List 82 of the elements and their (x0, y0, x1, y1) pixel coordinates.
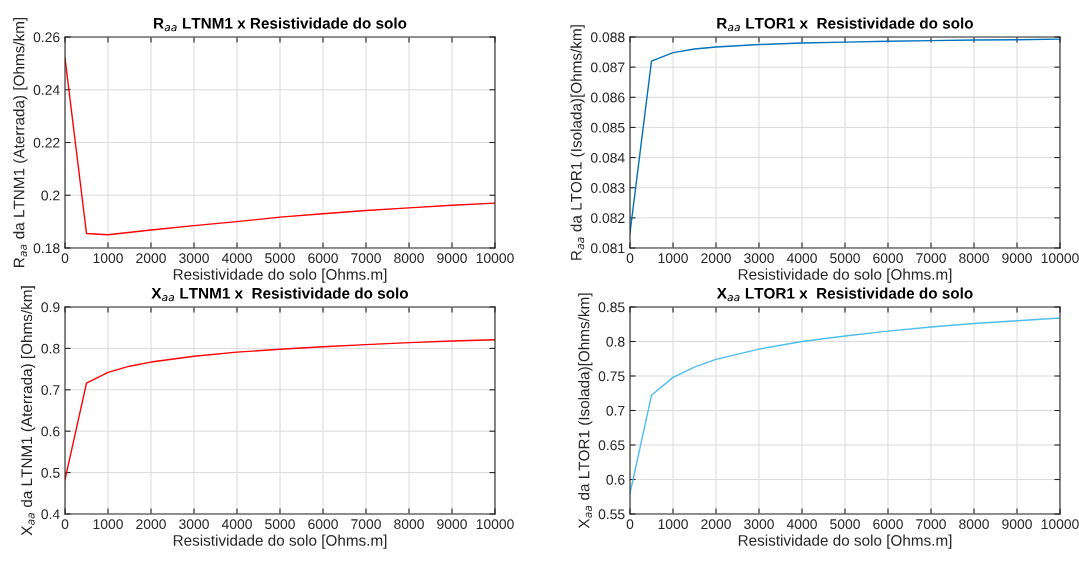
x-tick-label: 8000 (394, 253, 424, 264)
x-tick-label: 4000 (221, 253, 252, 264)
y-tick-label: 0.083 (590, 183, 625, 193)
x-tick-label: 9000 (1002, 253, 1032, 264)
x-tick-label: 8000 (959, 519, 989, 530)
x-tick-label: 9000 (1002, 519, 1032, 530)
x-tick-label: 2000 (701, 253, 731, 264)
y-tick-label: 0.5 (41, 467, 60, 478)
y-tick-label: 0.084 (590, 152, 625, 163)
y-tick-label: 0.7 (41, 385, 60, 395)
y-axis-title: X$_{aa}$ da LTOR1 (Isolada)[Ohms/km] (578, 293, 593, 529)
chart-title: R$_{aa}$ LTNM1 x Resistividade do solo (154, 17, 407, 32)
y-tick-label: 0.85 (598, 302, 625, 313)
y-axis-title: X$_{aa}$ da LTNM1 (Aterrada) [Ohms/km] (20, 286, 36, 536)
x-axis-title: Resistividade do solo [Ohms.m] (738, 534, 952, 549)
chart-title: X$_{aa}$ LTNM1 x Resistividade do solo (151, 287, 408, 302)
x-tick-label: 4000 (786, 253, 817, 264)
x-tick-label: 3000 (744, 519, 774, 530)
x-tick-label: 1000 (658, 253, 688, 264)
y-tick-label: 0.082 (590, 213, 625, 224)
y-tick-label: 0.18 (33, 243, 60, 254)
x-tick-label: 0 (626, 519, 634, 530)
x-tick-label: 8000 (959, 253, 989, 264)
y-tick-label: 0.081 (590, 243, 625, 254)
y-tick-label: 0.75 (598, 371, 625, 382)
x-tick-label: 4000 (786, 519, 817, 530)
x-tick-label: 0 (61, 519, 69, 530)
x-tick-label: 2000 (136, 519, 166, 530)
y-tick-label: 0.65 (598, 440, 625, 451)
y-tick-label: 0.7 (606, 405, 625, 416)
x-tick-label: 0 (61, 253, 69, 264)
y-tick-label: 0.085 (590, 122, 625, 133)
x-tick-label: 5000 (830, 519, 860, 530)
x-tick-label: 4000 (221, 519, 252, 530)
x-tick-label: 1000 (93, 519, 123, 530)
y-tick-label: 0.4 (41, 509, 60, 520)
y-tick-label: 0.24 (33, 85, 60, 95)
x-tick-label: 10000 (476, 519, 514, 530)
x-tick-label: 5000 (265, 253, 295, 264)
y-tick-label: 0.6 (606, 474, 625, 485)
y-axis-title: R$_{aa}$ da LTNM1 (Aterrada) [Ohms/km] (13, 17, 28, 267)
y-tick-label: 0.8 (606, 336, 625, 347)
x-tick-label: 7000 (351, 519, 381, 530)
x-tick-label: 9000 (437, 253, 467, 264)
y-axis-title: R$_{aa}$ da LTOR1 (Isolada)[Ohms/km] (570, 25, 585, 260)
x-tick-label: 6000 (308, 519, 338, 530)
x-tick-label: 3000 (744, 253, 774, 264)
y-tick-label: 0.6 (41, 426, 60, 437)
x-tick-label: 7000 (916, 253, 946, 264)
x-tick-label: 2000 (136, 253, 166, 264)
x-tick-label: 9000 (437, 519, 467, 530)
x-tick-label: 3000 (179, 519, 209, 530)
y-tick-label: 0.8 (41, 343, 60, 354)
y-tick-label: 0.26 (33, 32, 60, 43)
y-tick-label: 0.55 (598, 509, 625, 520)
x-tick-label: 6000 (308, 253, 338, 264)
chart-title: X$_{aa}$ LTOR1 x Resistividade do solo (716, 287, 973, 302)
x-tick-label: 6000 (873, 519, 903, 530)
x-tick-label: 5000 (830, 253, 860, 264)
x-tick-label: 1000 (93, 253, 123, 264)
x-tick-label: 10000 (476, 253, 514, 264)
x-tick-label: 2000 (701, 519, 731, 530)
x-tick-label: 7000 (351, 253, 381, 264)
x-axis-title: Resistividade do solo [Ohms.m] (738, 268, 952, 283)
y-tick-label: 0.088 (590, 32, 625, 43)
x-tick-label: 0 (626, 253, 634, 264)
x-axis-title: Resistividade do solo [Ohms.m] (173, 534, 387, 549)
y-tick-label: 0.9 (41, 302, 60, 313)
x-tick-label: 5000 (265, 519, 295, 530)
x-tick-label: 3000 (179, 253, 209, 264)
y-tick-label: 0.086 (590, 92, 625, 103)
x-tick-label: 7000 (916, 519, 946, 530)
x-tick-label: 10000 (1041, 253, 1079, 264)
chart-title: R$_{aa}$ LTOR1 x Resistividade do solo (717, 17, 973, 32)
y-tick-label: 0.2 (41, 190, 60, 201)
x-tick-label: 10000 (1041, 519, 1079, 530)
x-tick-label: 6000 (873, 253, 903, 264)
x-tick-label: 8000 (394, 519, 424, 530)
x-axis-title: Resistividade do solo [Ohms.m] (173, 268, 387, 283)
x-tick-label: 1000 (658, 519, 688, 530)
y-tick-label: 0.22 (33, 137, 60, 148)
y-tick-label: 0.087 (590, 62, 625, 73)
